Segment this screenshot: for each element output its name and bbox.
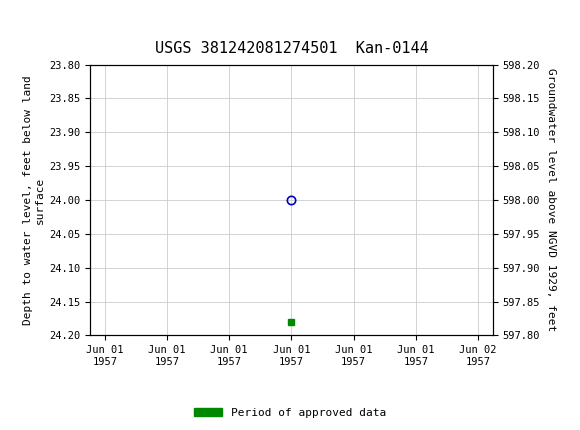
Title: USGS 381242081274501  Kan-0144: USGS 381242081274501 Kan-0144 [155, 41, 428, 56]
Y-axis label: Depth to water level, feet below land
surface: Depth to water level, feet below land su… [23, 75, 45, 325]
Text: ≡USGS: ≡USGS [9, 9, 79, 27]
Y-axis label: Groundwater level above NGVD 1929, feet: Groundwater level above NGVD 1929, feet [546, 68, 556, 332]
Legend: Period of approved data: Period of approved data [190, 403, 390, 422]
